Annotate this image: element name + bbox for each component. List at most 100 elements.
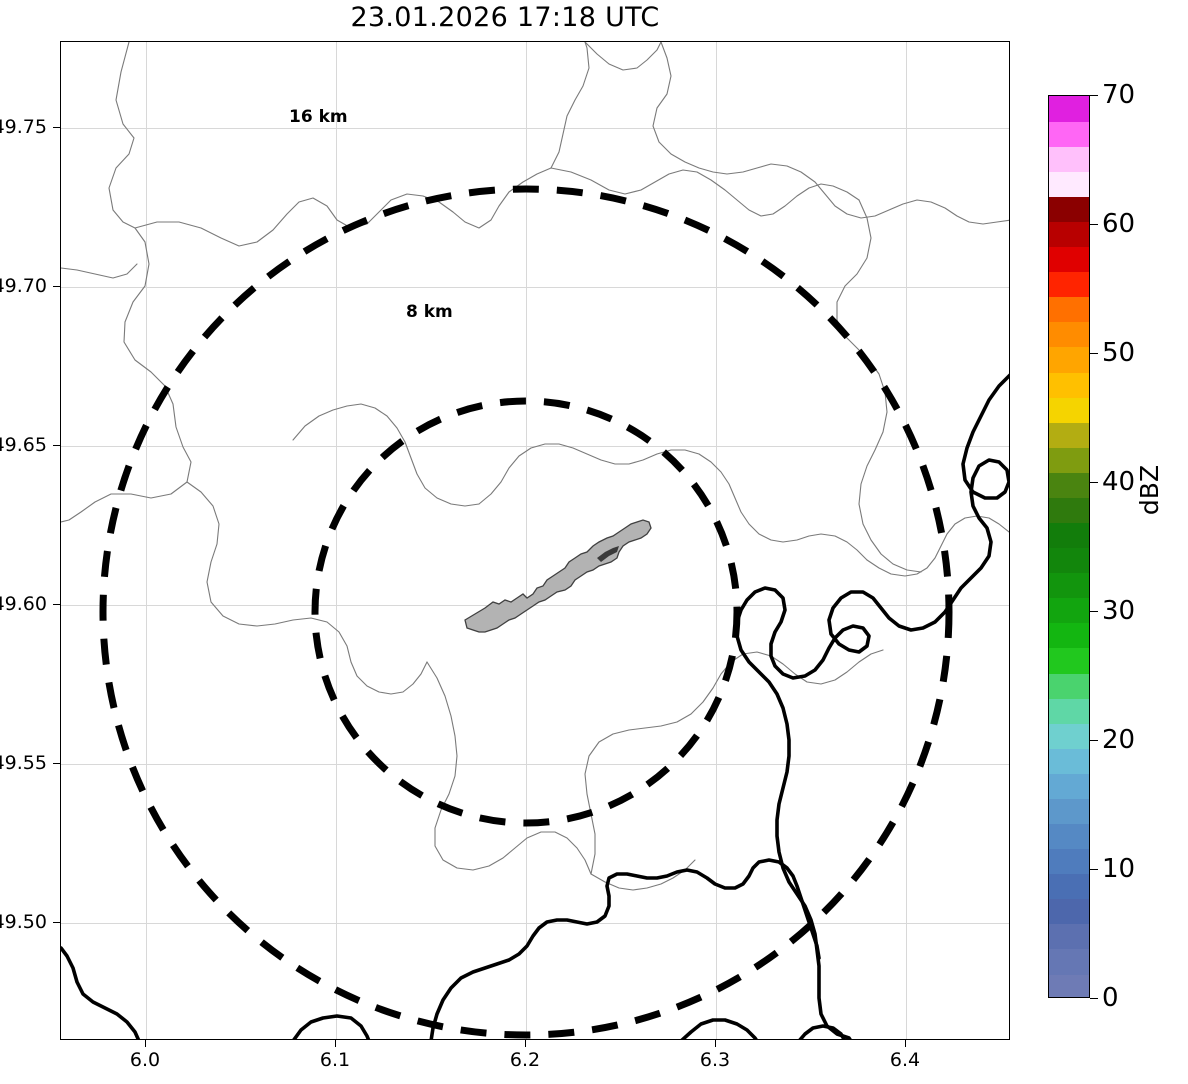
colorbar-tick-label: 70 (1102, 80, 1136, 110)
colorbar-tick (1090, 95, 1098, 97)
colorbar-band (1049, 271, 1089, 298)
colorbar-tick (1090, 353, 1098, 355)
colorbar-band (1049, 371, 1089, 398)
colorbar-band (1049, 798, 1089, 824)
map-axes[interactable]: 16 km 8 km (60, 41, 1010, 1040)
x-tick (525, 1040, 527, 1047)
colorbar-band (1049, 948, 1089, 975)
colorbar-band (1049, 96, 1089, 122)
colorbar-band (1049, 597, 1089, 624)
colorbar-tick (1090, 740, 1098, 742)
colorbar-band (1049, 221, 1089, 248)
colorbar-tick-label: 50 (1102, 338, 1136, 368)
y-tick (53, 286, 60, 288)
gridline-horizontal (61, 923, 1009, 924)
colorbar-band (1049, 547, 1089, 574)
colorbar-tick (1090, 224, 1098, 226)
y-tick-label-text: 49.75 (0, 116, 47, 138)
colorbar-tick-label: 30 (1102, 596, 1136, 626)
colorbar-band (1049, 823, 1089, 850)
colorbar-band (1049, 672, 1089, 699)
x-tick-label: 6.4 (889, 1049, 921, 1071)
colorbar-band (1049, 622, 1089, 649)
colorbar-band (1049, 848, 1089, 875)
colorbar-tick-label: 10 (1102, 854, 1136, 884)
y-tick-label-text: 49.65 (0, 434, 47, 456)
colorbar-tick-label: 0 (1102, 983, 1119, 1013)
y-tick (53, 127, 60, 129)
colorbar-band (1049, 748, 1089, 774)
y-tick-label-text: 49.55 (0, 752, 47, 774)
range-ring-label-16km: 16 km (289, 107, 348, 127)
colorbar-band (1049, 121, 1089, 147)
city-polygon-luxembourg (464, 519, 652, 633)
gridline-vertical (906, 42, 907, 1039)
municipal-boundaries (61, 42, 1009, 891)
colorbar-band (1049, 397, 1089, 423)
colorbar-tick-label: 60 (1102, 209, 1136, 239)
y-tick (53, 763, 60, 765)
colorbar-band (1049, 522, 1089, 549)
colorbar-band (1049, 497, 1089, 523)
colorbar-band (1049, 246, 1089, 273)
x-tick (715, 1040, 717, 1047)
colorbar-band (1049, 873, 1089, 900)
country-border (61, 373, 1009, 1039)
gridline-vertical (526, 42, 527, 1039)
gridline-horizontal (61, 128, 1009, 129)
colorbar-band (1049, 321, 1089, 348)
y-tick-label-text: 49.60 (0, 593, 47, 615)
x-tick (145, 1040, 147, 1047)
figure-title: 23.01.2026 17:18 UTC (350, 2, 660, 33)
map-geometry (61, 42, 1009, 1039)
y-tick-label-text: 49.70 (0, 275, 47, 297)
colorbar-band (1049, 572, 1089, 599)
colorbar-band (1049, 146, 1089, 172)
colorbar-tick (1090, 869, 1098, 871)
y-tick-label-text: 49.50 (0, 911, 47, 933)
map-canvas: 16 km 8 km (61, 42, 1009, 1039)
colorbar-tick (1090, 611, 1098, 613)
colorbar-band (1049, 698, 1089, 724)
colorbar-band (1049, 196, 1089, 222)
x-tick (905, 1040, 907, 1047)
y-tick (53, 922, 60, 924)
gridline-vertical (146, 42, 147, 1039)
colorbar-tick (1090, 482, 1098, 484)
colorbar-axis-label: dBZ (1135, 464, 1164, 516)
x-tick (335, 1040, 337, 1047)
colorbar-bands (1048, 95, 1090, 998)
colorbar[interactable]: 0 10 20 30 40 50 60 70 (1048, 80, 1135, 1013)
colorbar-band (1049, 647, 1089, 674)
y-tick (53, 604, 60, 606)
colorbar-tick-label: 20 (1102, 725, 1136, 755)
colorbar-tick-label: 40 (1102, 467, 1136, 497)
colorbar-band (1049, 296, 1089, 323)
gridline-horizontal (61, 764, 1009, 765)
x-tick-label: 6.1 (319, 1049, 351, 1071)
gridline-horizontal (61, 605, 1009, 606)
gridline-horizontal (61, 287, 1009, 288)
y-tick (53, 445, 60, 447)
colorbar-band (1049, 973, 1089, 997)
colorbar-band (1049, 923, 1089, 950)
colorbar-band (1049, 898, 1089, 925)
range-ring-label-8km: 8 km (406, 302, 453, 322)
x-tick-label: 6.3 (699, 1049, 731, 1071)
range-ring-8km (311, 397, 741, 827)
city-core-detail (597, 546, 619, 562)
gridline-vertical (336, 42, 337, 1039)
x-tick-label: 6.0 (129, 1049, 161, 1071)
colorbar-band (1049, 723, 1089, 749)
colorbar-tick (1090, 998, 1098, 1000)
colorbar-band (1049, 472, 1089, 498)
colorbar-band (1049, 171, 1089, 197)
colorbar-band (1049, 346, 1089, 373)
colorbar-band (1049, 773, 1089, 799)
range-ring-16km (99, 185, 953, 1039)
x-tick-label: 6.2 (509, 1049, 541, 1071)
colorbar-band (1049, 422, 1089, 448)
gridline-vertical (716, 42, 717, 1039)
colorbar-band (1049, 447, 1089, 473)
